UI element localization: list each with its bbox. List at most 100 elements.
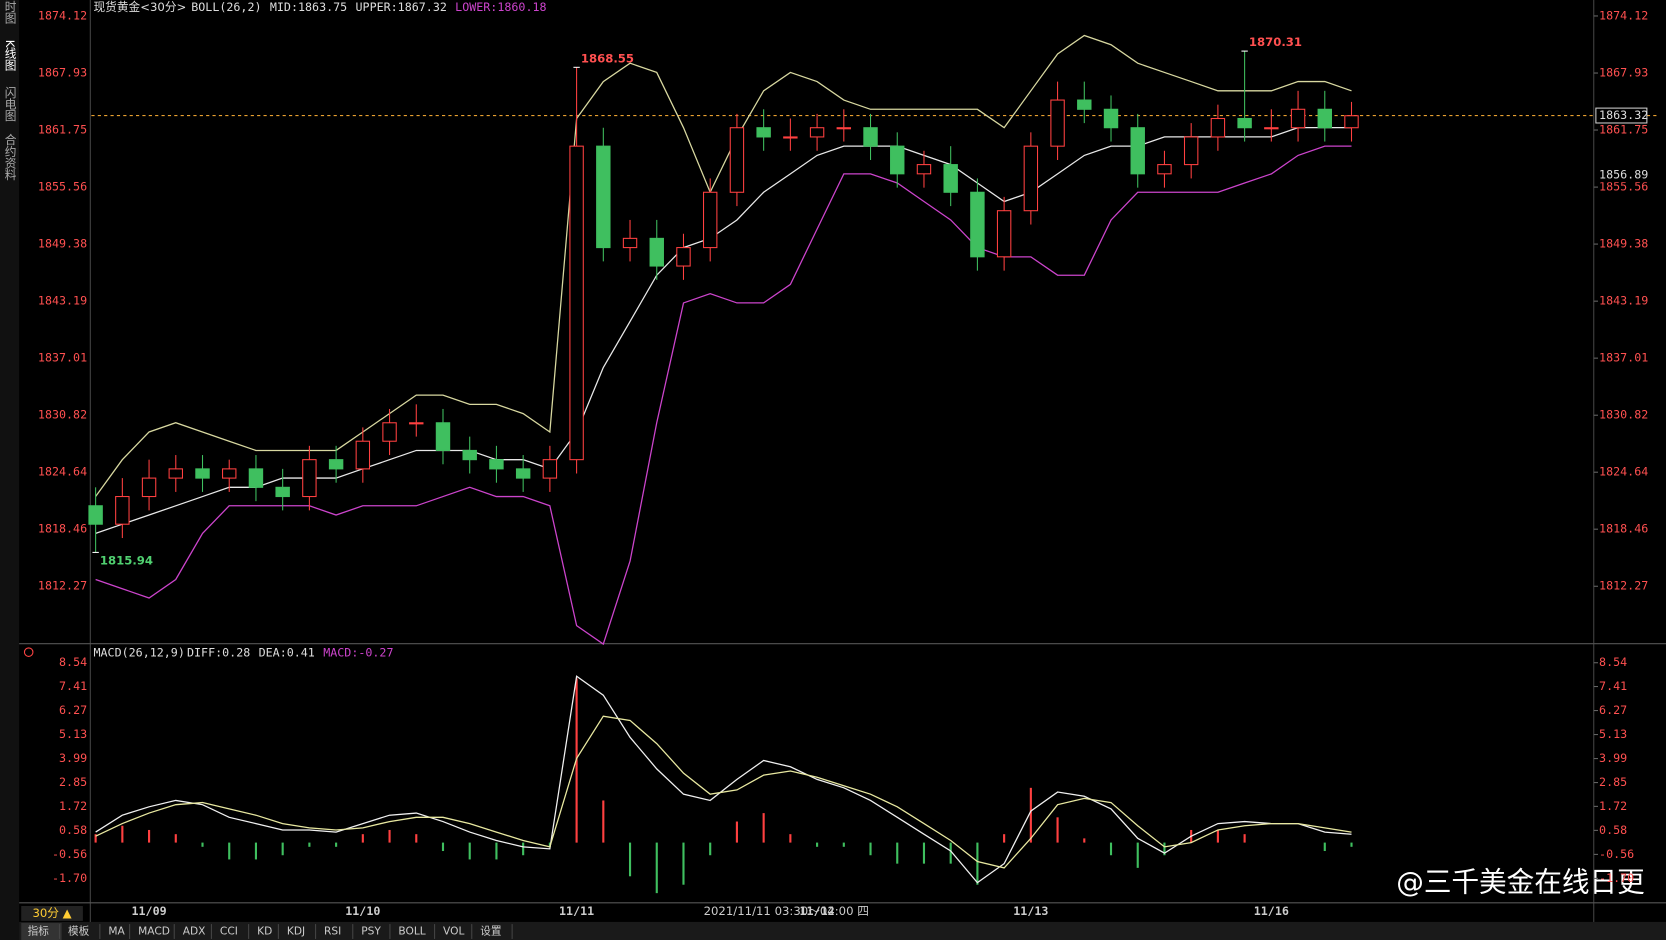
tab[interactable]: 模板 (68, 925, 90, 938)
candle-body (943, 164, 958, 193)
tab[interactable]: 指标 (28, 925, 50, 938)
y-tick-label-right: 0.58 (1599, 823, 1627, 837)
y-tick-label-right: 6.27 (1599, 703, 1627, 717)
tab[interactable]: VOL (443, 925, 464, 938)
candle-body (1183, 136, 1199, 166)
annotation: 1868.55 (581, 51, 634, 65)
y-tick-label: 1843.19 (38, 294, 87, 308)
y-tick-label: 8.54 (59, 655, 87, 669)
sidebar-tab[interactable]: K线图 (3, 40, 17, 72)
watermark: @三千美金在线日更 (1396, 866, 1645, 899)
y-tick-label-right: 1861.75 (1599, 123, 1648, 137)
candle-body (756, 127, 771, 138)
candle-body (836, 127, 852, 130)
indicator-value: MACD:-0.27 (323, 646, 393, 660)
indicator-value: BOLL(26,2) (191, 0, 261, 14)
price-label: 1856.89 (1599, 167, 1648, 181)
y-tick-label-right: 1830.82 (1599, 408, 1648, 422)
y-tick-label-right: 1812.27 (1599, 579, 1648, 593)
macd-icon (23, 647, 34, 657)
macd-line (95, 715, 1352, 869)
chart-title: 现货黄金<30分> (94, 0, 187, 14)
y-tick-label: 2.85 (59, 775, 87, 789)
y-tick-label: -0.56 (52, 847, 87, 861)
candle-body (916, 164, 932, 175)
candle-body (222, 468, 237, 479)
y-tick-label: 1874.12 (38, 8, 87, 22)
candle-body (809, 127, 825, 138)
tab[interactable]: 设置 (480, 925, 502, 938)
candle-body (1050, 99, 1065, 147)
tab-active[interactable] (21, 923, 62, 940)
y-tick-label: 1849.38 (38, 237, 87, 251)
sidebar-tab[interactable]: 闪电图 (3, 86, 17, 122)
x-tick-label: 11/12 (800, 904, 835, 918)
candle-body (1290, 108, 1306, 129)
tab[interactable]: PSY (361, 925, 381, 938)
candle-body (141, 477, 157, 498)
candle-body (195, 468, 210, 479)
sidebar-tab[interactable]: 分时图 (3, 0, 17, 24)
y-tick-label-right: -1.70 (1599, 871, 1634, 885)
candle-body (569, 145, 584, 461)
candle-body (1317, 108, 1332, 129)
tab[interactable]: KDJ (287, 925, 305, 938)
candle-body (302, 459, 317, 498)
y-tick-label-right: 1837.01 (1599, 351, 1648, 365)
period-box[interactable] (21, 906, 83, 921)
y-tick-label: 1830.82 (38, 408, 87, 422)
candle-body (462, 449, 477, 461)
y-tick-label: 6.27 (59, 703, 87, 717)
candle-body (1103, 108, 1119, 129)
tab[interactable]: KD (257, 925, 272, 938)
candle-body (649, 237, 664, 267)
tab[interactable]: RSI (324, 925, 341, 938)
y-tick-label-right: 8.54 (1599, 655, 1627, 669)
tab[interactable]: ADX (183, 925, 206, 938)
candle-body (1077, 99, 1092, 110)
candle-body (596, 145, 611, 249)
y-tick-label-right: 1874.12 (1599, 8, 1648, 22)
y-tick-label-right: 1849.38 (1599, 237, 1648, 251)
candle-body (863, 127, 878, 147)
y-tick-label-right: 1818.46 (1599, 522, 1648, 536)
candle-body (168, 468, 183, 479)
x-tick-label: 11/09 (131, 904, 166, 918)
candle-body (515, 468, 531, 479)
tab[interactable]: BOLL (398, 925, 425, 938)
candle-body (489, 459, 504, 470)
candle-body (622, 237, 638, 249)
x-tick-label: 11/10 (345, 904, 380, 918)
candle-body (542, 459, 558, 479)
candle-body (783, 136, 798, 139)
candle-body (890, 145, 905, 175)
y-tick-label-right: 1843.19 (1599, 294, 1648, 308)
candle-body (275, 486, 290, 498)
candle-body (1130, 127, 1145, 175)
macd-line (95, 675, 1352, 884)
indicator-value: DIFF:0.28 (187, 646, 250, 660)
period[interactable]: 30分 ▲ (32, 906, 71, 920)
y-tick-label: 1867.93 (38, 66, 87, 80)
y-tick-label: 7.41 (59, 679, 87, 693)
candle-body (676, 247, 691, 267)
y-tick-label: -1.70 (52, 871, 87, 885)
price-label: 1863.32 (1599, 108, 1648, 122)
y-tick-label: 1855.56 (38, 180, 87, 194)
tab[interactable]: CCI (220, 925, 238, 938)
candle-body (729, 127, 745, 193)
tab-bar (19, 921, 1666, 940)
y-tick-label: 5.13 (59, 727, 87, 741)
x-tick-label: 11/16 (1254, 904, 1289, 918)
candle-body (435, 422, 451, 451)
candle-body (382, 422, 397, 442)
tab[interactable]: MACD (138, 925, 170, 938)
tab[interactable]: MA (108, 925, 125, 938)
y-tick-label-right: -0.56 (1599, 847, 1634, 861)
y-tick-label: 1812.27 (38, 579, 87, 593)
price-label-box (1595, 107, 1648, 124)
y-tick-label-right: 1855.56 (1599, 180, 1648, 194)
sidebar-tab[interactable]: 合约资料 (3, 133, 17, 181)
candle-body (996, 210, 1012, 258)
